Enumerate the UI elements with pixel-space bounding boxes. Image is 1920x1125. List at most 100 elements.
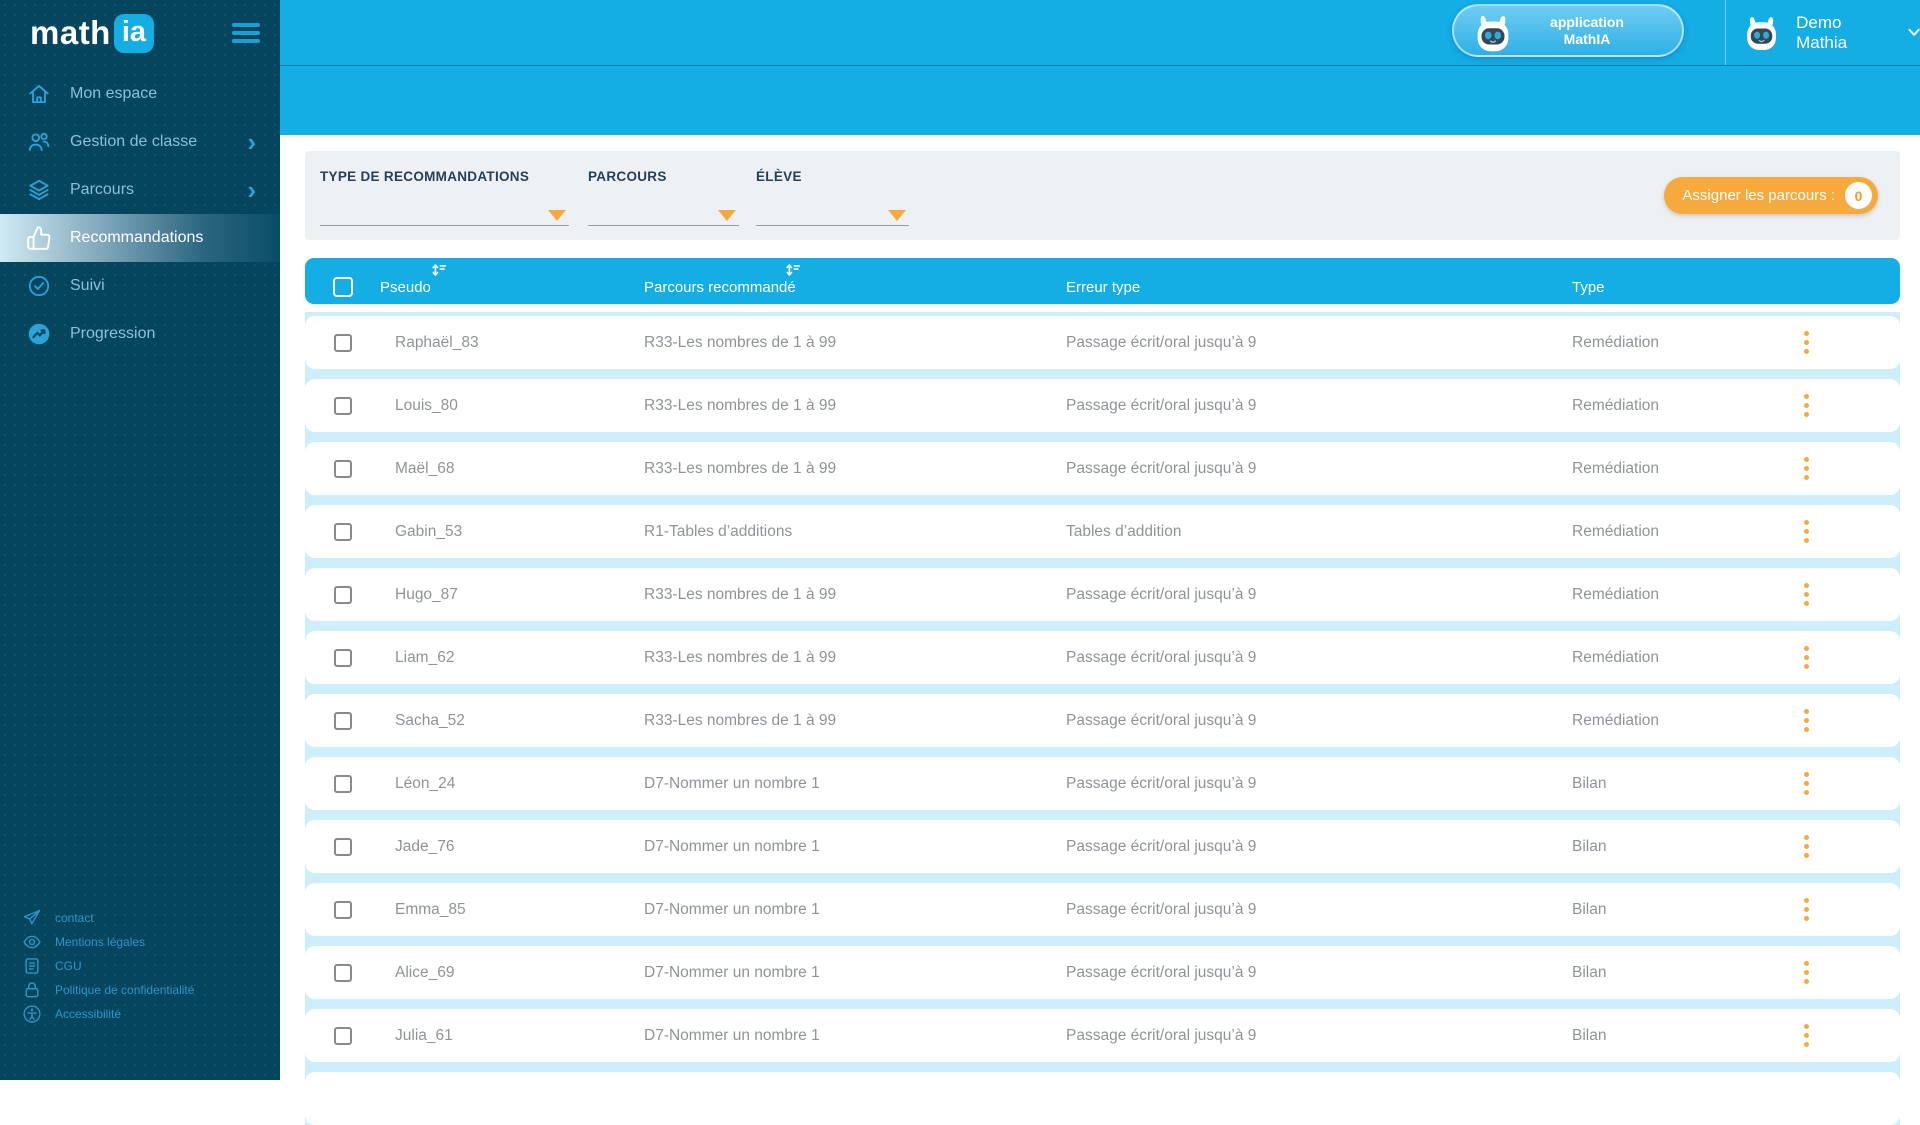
footer-link[interactable]: Politique de confidentialité (22, 980, 270, 999)
cell-pseudo: Jade_76 (395, 837, 455, 855)
user-avatar-robot-icon (1747, 16, 1776, 50)
footer-link[interactable]: CGU (22, 956, 270, 975)
footer-link-label: Politique de confidentialité (55, 982, 195, 997)
cell-erreur-type: Passage écrit/oral jusqu’à 9 (1066, 837, 1257, 855)
sidebar-item[interactable]: Gestion de classe › (0, 118, 280, 166)
cell-erreur-type: Passage écrit/oral jusqu’à 9 (1066, 1026, 1257, 1044)
cell-parcours: R1-Tables d’additions (644, 522, 793, 540)
filter-underline[interactable] (756, 225, 909, 226)
filter-label: TYPE DE RECOMMANDATIONS (320, 169, 530, 184)
table-row: Julia_61 D7-Nommer un nombre 1 Passage é… (305, 1009, 1900, 1062)
row-checkbox[interactable] (333, 585, 352, 604)
hamburger-menu-icon[interactable] (232, 23, 260, 43)
assign-parcours-button[interactable]: Assigner les parcours : 0 (1664, 177, 1878, 214)
cell-type: Remédiation (1572, 585, 1660, 603)
cell-type: Bilan (1572, 963, 1607, 981)
cell-erreur-type: Passage écrit/oral jusqu’à 9 (1066, 585, 1257, 603)
application-mathia-button[interactable]: application MathIA (1452, 4, 1684, 57)
sidebar-item[interactable]: Parcours › (0, 166, 280, 214)
table-row: Raphaël_83 R33-Les nombres de 1 à 99 Pas… (305, 316, 1900, 369)
sidebar-nav: Mon espace Gestion de classe › (0, 70, 280, 358)
row-actions-kebab-menu[interactable] (1804, 961, 1810, 984)
home-icon (26, 81, 52, 107)
cell-erreur-type: Passage écrit/oral jusqu’à 9 (1066, 333, 1257, 351)
cell-pseudo: Hugo_87 (395, 585, 458, 603)
row-checkbox[interactable] (333, 900, 352, 919)
sidebar-item[interactable]: Mon espace (0, 70, 280, 118)
filter-underline[interactable] (320, 225, 569, 226)
cell-type: Remédiation (1572, 396, 1660, 414)
row-actions-kebab-menu[interactable] (1804, 1024, 1810, 1047)
row-checkbox[interactable] (333, 648, 352, 667)
cell-erreur-type: Passage écrit/oral jusqu’à 9 (1066, 711, 1257, 729)
logo-text: math (30, 14, 111, 51)
application-button-label: application MathIA (1550, 13, 1624, 47)
chevron-right-icon: › (247, 175, 256, 205)
footer-link[interactable]: contact (22, 908, 270, 927)
sidebar-item-label: Gestion de classe (70, 133, 198, 150)
table-row: Sacha_52 R33-Les nombres de 1 à 99 Passa… (305, 694, 1900, 747)
user-menu[interactable]: Demo Mathia (1740, 0, 1920, 65)
row-checkbox[interactable] (333, 396, 352, 415)
footer-link-label: contact (55, 910, 94, 925)
footer-link[interactable]: Accessibilité (22, 1004, 270, 1023)
row-actions-kebab-menu[interactable] (1804, 646, 1810, 669)
table-row: Léon_24 D7-Nommer un nombre 1 Passage éc… (305, 757, 1900, 810)
table-row: Gabin_53 R1-Tables d’additions Tables d’… (305, 505, 1900, 558)
sidebar-item-label: Parcours (70, 181, 135, 198)
filter-underline[interactable] (588, 225, 739, 226)
accessibility-icon (22, 1004, 42, 1024)
select-all-checkbox[interactable] (332, 277, 353, 297)
cell-parcours: R33-Les nombres de 1 à 99 (644, 648, 837, 666)
filter-label: PARCOURS (588, 169, 667, 184)
row-actions-kebab-menu[interactable] (1804, 520, 1810, 543)
topbar-divider (1725, 0, 1726, 65)
send-icon (22, 908, 42, 928)
cell-erreur-type: Passage écrit/oral jusqu’à 9 (1066, 648, 1257, 666)
dropdown-arrow-icon[interactable] (718, 210, 736, 221)
thumbs-up-icon (26, 225, 52, 251)
sidebar-item-label: Suivi (70, 277, 105, 294)
table-row: Hugo_87 R33-Les nombres de 1 à 99 Passag… (305, 568, 1900, 621)
row-actions-kebab-menu[interactable] (1804, 898, 1810, 921)
row-checkbox[interactable] (333, 711, 352, 730)
sort-icon[interactable] (430, 261, 448, 279)
row-checkbox[interactable] (333, 1026, 352, 1045)
row-actions-kebab-menu[interactable] (1804, 583, 1810, 606)
row-actions-kebab-menu[interactable] (1804, 835, 1810, 858)
table-row: Emma_85 D7-Nommer un nombre 1 Passage éc… (305, 883, 1900, 936)
footer-link[interactable]: Mentions légales (22, 932, 270, 951)
column-header-erreur-type: Erreur type (1066, 279, 1141, 296)
logo: math ia (0, 0, 280, 66)
column-header-pseudo[interactable]: Pseudo (380, 264, 638, 296)
row-actions-kebab-menu[interactable] (1804, 394, 1810, 417)
cell-pseudo: Julia_61 (395, 1026, 453, 1044)
filter-field: TYPE DE RECOMMANDATIONS (320, 169, 569, 226)
lock-icon (22, 980, 42, 1000)
dropdown-arrow-icon[interactable] (888, 210, 906, 221)
table-body: Raphaël_83 R33-Les nombres de 1 à 99 Pas… (305, 312, 1900, 1125)
sort-icon[interactable] (784, 261, 802, 279)
table-row: Alice_69 D7-Nommer un nombre 1 Passage é… (305, 946, 1900, 999)
row-checkbox[interactable] (333, 333, 352, 352)
row-checkbox[interactable] (333, 774, 352, 793)
cell-parcours: R33-Les nombres de 1 à 99 (644, 396, 837, 414)
row-actions-kebab-menu[interactable] (1804, 709, 1810, 732)
row-checkbox[interactable] (333, 522, 352, 541)
row-checkbox[interactable] (333, 459, 352, 478)
cell-erreur-type: Passage écrit/oral jusqu’à 9 (1066, 900, 1257, 918)
cell-parcours: R33-Les nombres de 1 à 99 (644, 333, 837, 351)
filter-bar: TYPE DE RECOMMANDATIONS PARCOURS ÉLÈVE A… (305, 151, 1900, 240)
row-actions-kebab-menu[interactable] (1804, 457, 1810, 480)
row-actions-kebab-menu[interactable] (1804, 331, 1810, 354)
sidebar-item[interactable]: Suivi (0, 262, 280, 310)
sidebar-item-label: Recommandations (70, 229, 204, 246)
sidebar-item[interactable]: Recommandations (0, 214, 280, 262)
column-header-parcours[interactable]: Parcours recommandé (638, 264, 1058, 296)
cell-parcours: D7-Nommer un nombre 1 (644, 1026, 820, 1044)
dropdown-arrow-icon[interactable] (548, 210, 566, 221)
row-checkbox[interactable] (333, 837, 352, 856)
row-actions-kebab-menu[interactable] (1804, 772, 1810, 795)
row-checkbox[interactable] (333, 963, 352, 982)
sidebar-item[interactable]: Progression (0, 310, 280, 358)
